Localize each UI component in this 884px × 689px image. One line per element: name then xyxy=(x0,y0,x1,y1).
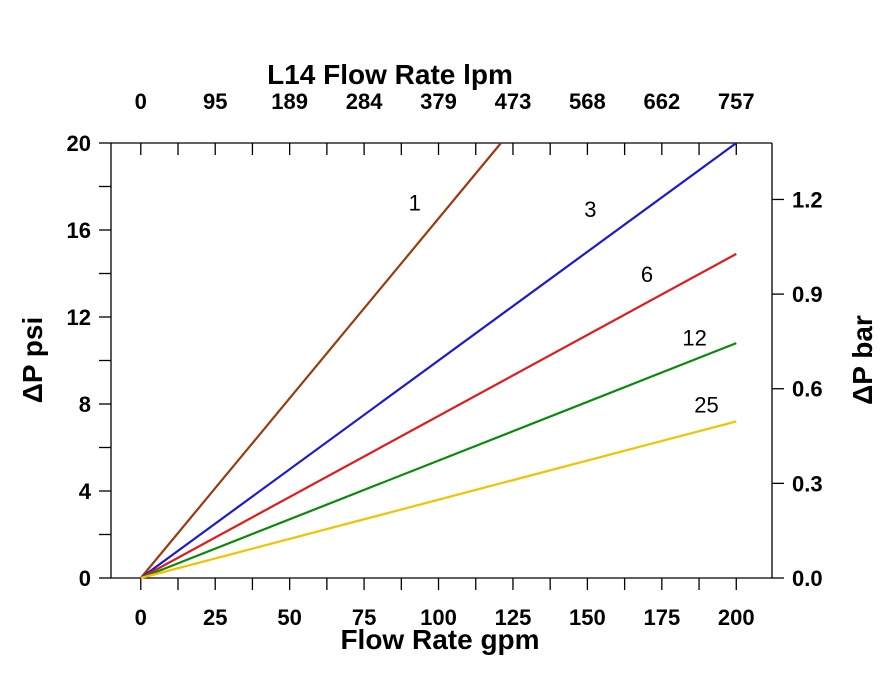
y2-tick-label: 0.0 xyxy=(792,566,823,591)
top-tick-label: 379 xyxy=(420,89,457,114)
series-label-1: 1 xyxy=(409,190,421,215)
series-labels: 1 3 6 12 25 xyxy=(409,190,719,417)
y-tick-label: 8 xyxy=(79,392,91,417)
y-tick-label: 12 xyxy=(67,305,91,330)
x-tick-label: 175 xyxy=(643,605,680,630)
top-tick-label: 95 xyxy=(203,89,227,114)
series-lines xyxy=(139,142,737,580)
top-tick-label: 757 xyxy=(718,89,755,114)
series-line-1 xyxy=(139,142,502,579)
y2-axis-title: ΔP bar xyxy=(847,315,878,405)
x-tick-label: 75 xyxy=(352,605,376,630)
y-axis-title: ΔP psi xyxy=(17,317,48,404)
series-line-3 xyxy=(140,142,737,579)
top-tick-label: 189 xyxy=(271,89,308,114)
series-label-3: 3 xyxy=(584,197,596,222)
series-line-12 xyxy=(140,342,737,580)
series-line-6 xyxy=(140,252,737,579)
top-axis-title: L14 Flow Rate lpm xyxy=(267,59,513,90)
y-tick-label: 4 xyxy=(79,479,92,504)
x-tick-label: 50 xyxy=(277,605,301,630)
x-tick-label: 0 xyxy=(135,605,147,630)
top-tick-label: 473 xyxy=(495,89,532,114)
x-tick-label: 25 xyxy=(203,605,227,630)
x-tick-label: 150 xyxy=(569,605,606,630)
y-tick-label: 0 xyxy=(79,566,91,591)
top-tick-label: 568 xyxy=(569,89,606,114)
y-tick-label: 20 xyxy=(67,131,91,156)
series-label-25: 25 xyxy=(694,393,718,418)
x-axis-title: Flow Rate gpm xyxy=(340,624,539,655)
x-tick-label: 100 xyxy=(420,605,457,630)
top-tick-label: 0 xyxy=(135,89,147,114)
series-label-12: 12 xyxy=(682,325,706,350)
series-line-25 xyxy=(140,420,737,580)
y2-tick-label: 0.6 xyxy=(792,377,823,402)
y2-tick-label: 1.2 xyxy=(792,187,823,212)
x-tick-label: 125 xyxy=(495,605,532,630)
y2-tick-label: 0.3 xyxy=(792,471,823,496)
y2-tick-label: 0.9 xyxy=(792,282,823,307)
x-tick-label: 200 xyxy=(718,605,755,630)
top-tick-label: 284 xyxy=(346,89,383,114)
series-label-6: 6 xyxy=(641,262,653,287)
y-tick-label: 16 xyxy=(67,218,91,243)
top-tick-label: 662 xyxy=(643,89,680,114)
